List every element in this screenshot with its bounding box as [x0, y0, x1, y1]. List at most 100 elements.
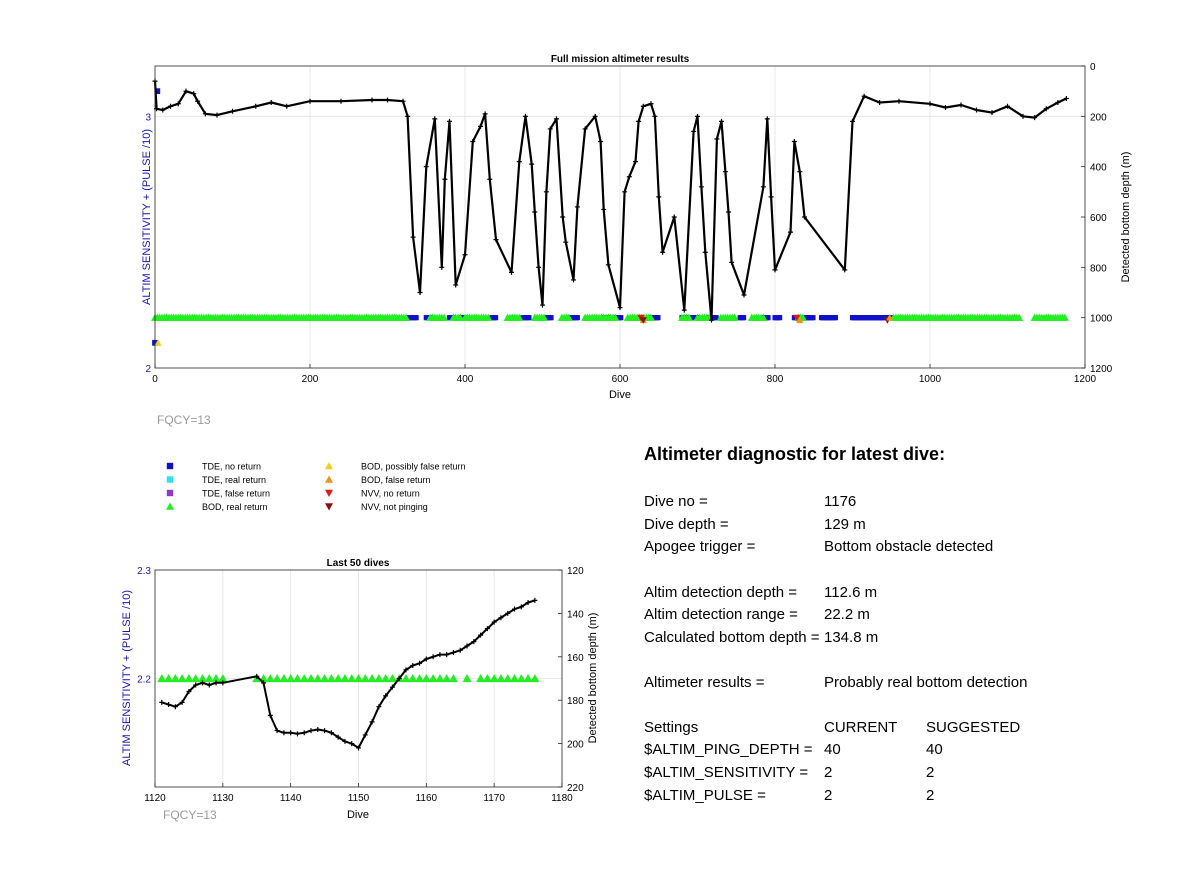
bod-real-return-marker: [211, 674, 221, 683]
bottom-depth-point: [617, 305, 623, 311]
bottom-depth-point: [396, 676, 402, 681]
ping-depth-label: $ALTIM_PING_DEPTH =: [644, 741, 813, 758]
bottom-depth-point: [159, 699, 165, 705]
bottom-depth-line: [161, 599, 536, 749]
bottom-depth-point: [708, 317, 714, 323]
bottom-depth-point: [801, 214, 807, 220]
bod-real-return-marker: [354, 674, 363, 683]
legend-marker: [325, 462, 333, 470]
bottom-depth-point: [943, 105, 948, 111]
bottom-depth-point: [389, 684, 395, 690]
results-label: Altimeter results =: [644, 674, 765, 691]
bod-real-return-marker: [218, 674, 228, 683]
bottom-depth-point: [423, 164, 429, 170]
bod-real-return-marker: [482, 674, 492, 683]
bottom-depth-point: [356, 745, 361, 751]
bod-real-return-marker: [611, 313, 620, 321]
bod-real-return-marker: [333, 674, 343, 683]
y-right-tick-label: 1200: [1090, 364, 1113, 375]
bottom-depth-point: [516, 159, 522, 165]
bottom-depth-point: [267, 712, 273, 718]
x-tick-label: 200: [302, 374, 319, 385]
bottom-depth-point: [315, 726, 321, 732]
bottom-depth-point: [498, 615, 504, 621]
bod-real-return-marker: [170, 674, 180, 683]
bottom-depth-point: [648, 101, 654, 107]
main-status-markers: [151, 88, 1069, 346]
sensitivity-suggested: 2: [926, 764, 935, 781]
bod-real-return-marker: [157, 674, 167, 683]
bottom-depth-point: [633, 159, 638, 165]
bottom-depth-point: [529, 161, 535, 167]
bottom-depth-point: [400, 98, 406, 104]
bottom-depth-point: [478, 632, 484, 638]
bottom-depth-point: [563, 239, 569, 245]
y-left-tick-label: 2.3: [137, 566, 151, 577]
y-right-tick-label: 200: [1090, 112, 1107, 123]
bottom-depth-point: [160, 107, 166, 113]
bottom-depth-point: [462, 252, 468, 258]
x-tick-label: 0: [152, 374, 158, 385]
main-xlabel: Dive: [609, 389, 631, 401]
bod-real-return-marker: [299, 674, 309, 683]
bod-real-return-marker: [265, 674, 275, 683]
bottom-depth-point: [179, 699, 185, 705]
last50-xlabel: Dive: [347, 809, 369, 821]
bod-real-return-marker: [387, 674, 397, 683]
bottom-depth-point: [691, 128, 697, 134]
legend-marker: [325, 489, 333, 497]
bottom-depth-point: [1032, 115, 1038, 121]
legend-label: TDE, false return: [202, 489, 270, 499]
bottom-depth-point: [342, 738, 348, 744]
bottom-depth-point: [254, 673, 260, 679]
bod-real-return-marker: [476, 674, 486, 683]
main-chart: 0 200 400 600 800 1000 1200 2 3 0 200 400 600 800 1000…: [141, 54, 1132, 427]
bod-real-return-marker: [435, 674, 445, 683]
pulse-suggested: 2: [926, 787, 935, 804]
bottom-depth-point: [877, 99, 883, 105]
main-tick-labels: 0 200 400 600 800 1000 1200 2 3 0 200 400 600 800 1000…: [145, 62, 1112, 385]
x-tick-label: 1170: [483, 793, 505, 804]
bottom-depth-point: [482, 111, 488, 117]
bod-real-return-marker: [279, 674, 289, 683]
bottom-depth-point: [220, 680, 226, 686]
main-right-ylabel: Detected bottom depth (m): [1120, 152, 1132, 283]
bottom-depth-point: [478, 123, 483, 129]
x-tick-label: 1150: [348, 793, 370, 804]
bod-real-return-marker: [197, 674, 207, 683]
bottom-depth-point: [175, 101, 181, 107]
bottom-depth-point: [626, 174, 632, 180]
bod-real-return-marker: [759, 313, 768, 321]
bod-real-return-marker: [374, 674, 384, 683]
x-tick-label: 1000: [919, 374, 942, 385]
det-range-label: Altim detection range =: [644, 606, 798, 623]
legend-marker: [166, 502, 174, 510]
bottom-depth-point: [484, 626, 490, 632]
bottom-depth-point: [193, 682, 199, 688]
ping-depth-current: 40: [824, 741, 841, 758]
bottom-depth-point: [582, 126, 588, 132]
dive-depth-label: Dive depth =: [644, 516, 729, 533]
bod-real-return-marker: [489, 674, 499, 683]
legend-label: BOD, possibly false return: [361, 462, 466, 472]
bod-real-return-marker: [647, 313, 655, 321]
y-right-tick-label: 120: [567, 566, 584, 577]
bottom-depth-point: [369, 97, 375, 103]
bottom-depth-point: [509, 269, 514, 275]
y-right-tick-label: 220: [567, 783, 584, 794]
bod-real-return-marker: [503, 674, 513, 683]
tde-no-return-marker: [777, 315, 783, 321]
bottom-depth-point: [183, 88, 189, 94]
bottom-depth-point: [532, 597, 538, 603]
last50-status-markers: [157, 674, 540, 683]
pulse-current: 2: [824, 787, 833, 804]
bottom-depth-point: [166, 702, 172, 708]
bottom-depth-point: [560, 214, 566, 220]
bod-real-return-marker: [730, 313, 739, 321]
tde-no-return-marker: [741, 315, 747, 321]
bottom-depth-point: [1055, 99, 1061, 105]
last50-title: Last 50 dives: [327, 558, 390, 569]
legend-label: NVV, not pinging: [361, 502, 428, 512]
bottom-depth-point: [417, 290, 423, 295]
bottom-depth-point: [447, 118, 452, 124]
